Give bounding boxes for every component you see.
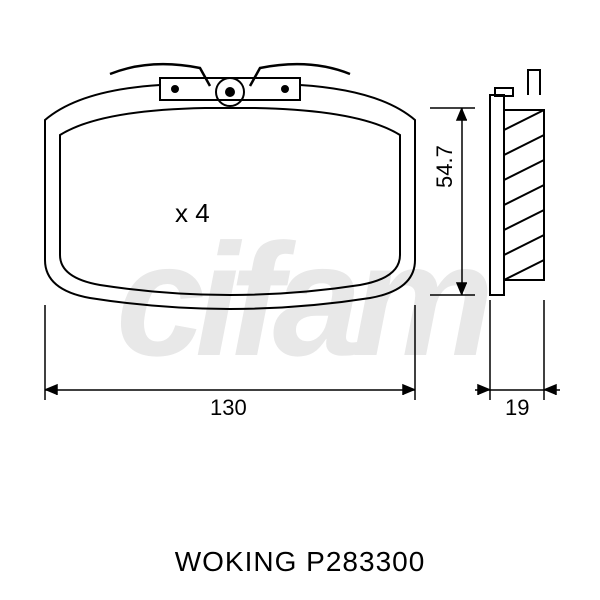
brake-pad-diagram bbox=[0, 0, 600, 600]
dim-width bbox=[45, 305, 415, 400]
front-view bbox=[45, 64, 415, 309]
side-view bbox=[490, 70, 544, 295]
dim-thickness bbox=[475, 300, 560, 400]
dim-height bbox=[430, 108, 475, 295]
